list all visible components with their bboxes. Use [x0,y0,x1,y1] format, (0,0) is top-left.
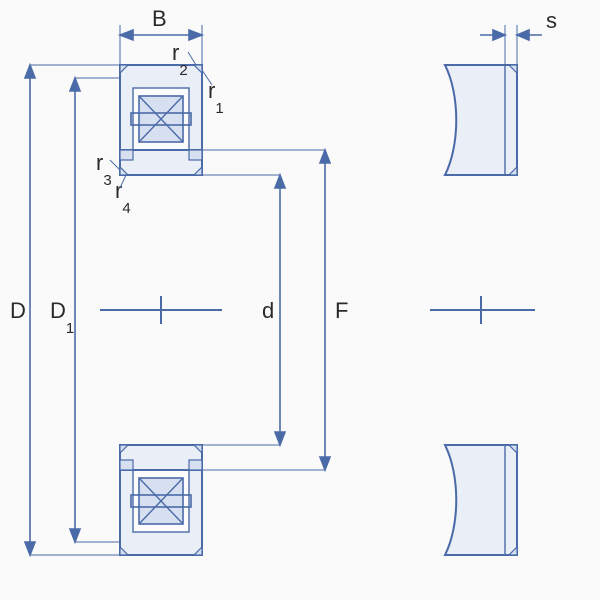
left-centerline [100,296,222,324]
label-s: s [546,8,557,33]
right-top-half [445,65,517,175]
right-bottom-half [445,445,517,555]
right-centerline [430,296,535,324]
label-r4: r4 [115,178,131,217]
bearing-diagram: D D1 B d F s r1 r2 r3 r4 [0,0,600,600]
label-r1: r1 [208,78,224,117]
label-F: F [335,298,348,323]
label-B: B [152,6,167,31]
label-D: D [10,298,26,323]
left-bottom-half [120,445,202,555]
right-assembly [430,65,535,555]
left-top-half [120,65,202,175]
dim-s [480,25,542,65]
label-D1: D1 [50,298,74,337]
dim-B [120,25,202,65]
label-d: d [262,298,274,323]
label-r3: r3 [96,150,112,189]
left-assembly [100,65,222,555]
